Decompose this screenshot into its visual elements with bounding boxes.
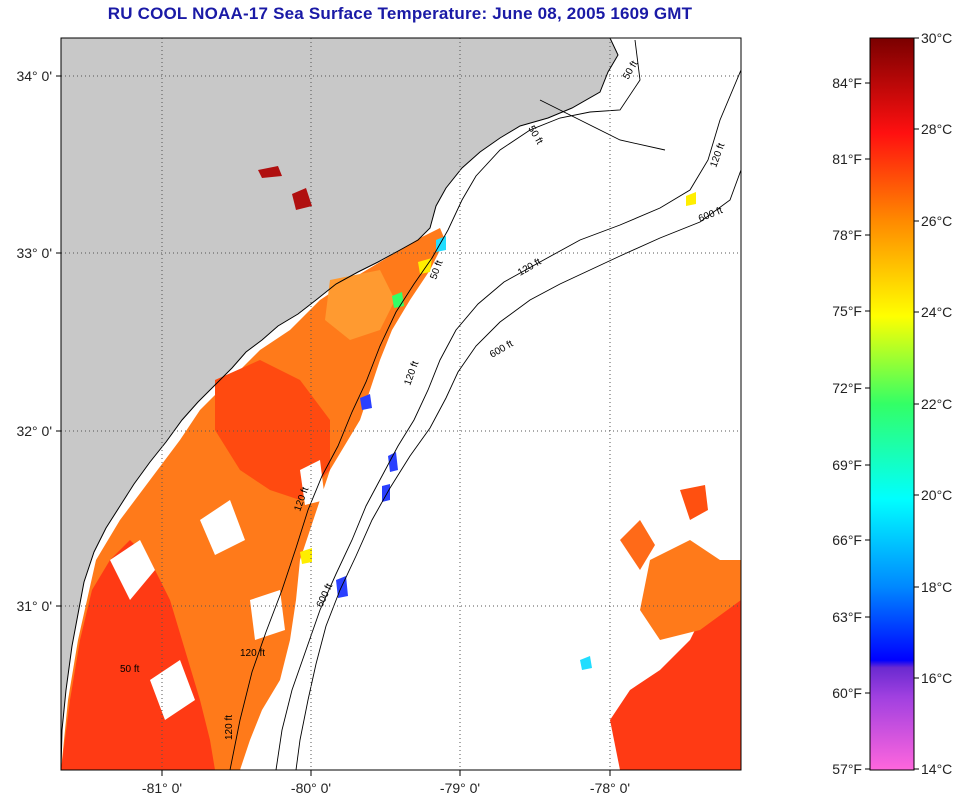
colorbar-c-label: 16°C	[921, 670, 952, 686]
colorbar-f-label: 78°F	[832, 227, 862, 243]
lon-label: -79° 0'	[440, 780, 480, 796]
colorbar-c-label: 30°C	[921, 30, 952, 46]
sst-data-layer	[61, 166, 741, 770]
colorbar-c-label: 24°C	[921, 304, 952, 320]
colorbar-f-label: 69°F	[832, 457, 862, 473]
isobath-label: 120 ft	[240, 648, 265, 659]
lon-label: -80° 0'	[291, 780, 331, 796]
coastline	[61, 38, 619, 770]
colorbar-c-label: 14°C	[921, 761, 952, 777]
land-area	[61, 38, 618, 770]
colorbar-c-label: 18°C	[921, 579, 952, 595]
map-title: RU COOL NOAA-17 Sea Surface Temperature:…	[107, 4, 693, 23]
tick-marks	[56, 75, 611, 776]
lon-label: -81° 0'	[142, 780, 182, 796]
colorbar-f-label: 60°F	[832, 685, 862, 701]
lon-label: -78° 0'	[590, 780, 630, 796]
map-frame	[60, 37, 742, 771]
graticule	[61, 38, 741, 770]
colorbar-c-label: 20°C	[921, 487, 952, 503]
colorbar-f-label: 75°F	[832, 303, 862, 319]
colorbar-f-label: 84°F	[832, 75, 862, 91]
lat-label: 34° 0'	[16, 68, 52, 84]
colorbar-c-label: 28°C	[921, 121, 952, 137]
colorbar-c-label: 26°C	[921, 213, 952, 229]
colorbar-f-label: 63°F	[832, 609, 862, 625]
colorbar-f-label: 81°F	[832, 151, 862, 167]
lat-label: 32° 0'	[16, 423, 52, 439]
isobath-label: 120 ft	[224, 715, 235, 740]
colorbar-f-label: 66°F	[832, 532, 862, 548]
isobaths	[229, 39, 741, 770]
colorbar-ticks	[865, 37, 919, 770]
lat-label: 33° 0'	[16, 245, 52, 261]
lat-label: 31° 0'	[16, 598, 52, 614]
isobath-label: 50 ft	[120, 664, 140, 675]
colorbar-f-label: 72°F	[832, 380, 862, 396]
colorbar-c-label: 22°C	[921, 396, 952, 412]
colorbar	[869, 37, 915, 771]
colorbar-f-label: 57°F	[832, 761, 862, 777]
